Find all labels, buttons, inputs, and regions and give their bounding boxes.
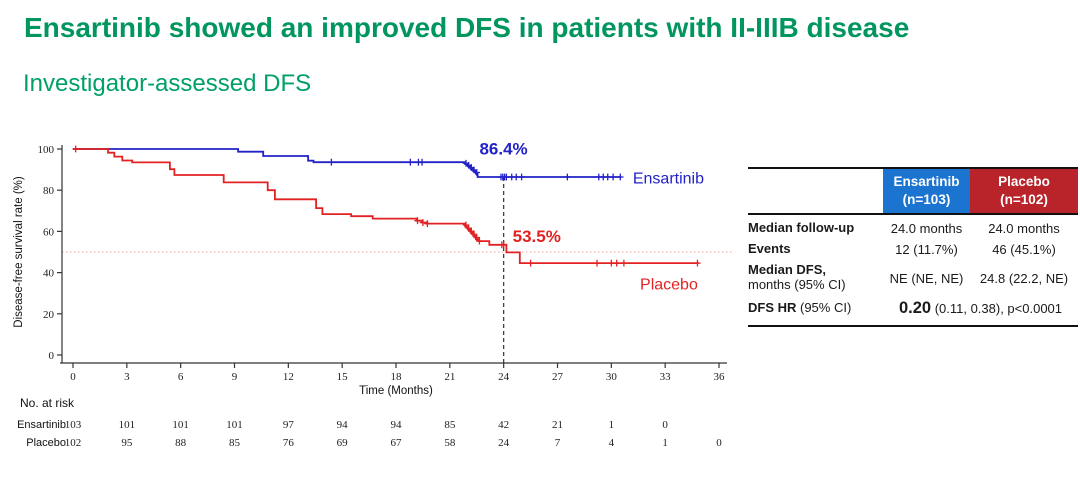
km-curve-placebo [73, 148, 699, 265]
x-tick-label: 6 [178, 371, 184, 383]
censor-marks-ensartinib [328, 158, 624, 181]
stats-row: Median follow-up 24.0 months 24.0 months [748, 218, 1078, 239]
at-risk-value: 88 [175, 437, 187, 449]
at-risk-value: 7 [555, 437, 561, 449]
x-tick-label: 24 [498, 371, 510, 383]
x-tick-label: 30 [606, 371, 618, 383]
x-tick-label: 36 [714, 371, 726, 383]
stats-row: Median DFS, months (95% CI) NE (NE, NE) 24.… [748, 260, 1078, 296]
at-risk-value: 1 [662, 437, 668, 449]
x-tick-label: 33 [660, 371, 672, 383]
x-tick-label: 0 [70, 371, 76, 383]
stats-table-body: Median follow-up 24.0 months 24.0 months Ev… [748, 215, 1078, 325]
censor-marks-placebo [72, 145, 701, 267]
at-risk-value: 76 [283, 437, 295, 449]
stats-row-value: 24.8 (22.2, NE) [979, 270, 1069, 286]
y-tick-label: 0 [49, 350, 55, 362]
stats-row-label: Median DFS, months (95% CI) [748, 262, 846, 293]
at-risk-value: 58 [444, 437, 456, 449]
stats-row-value: 24.0 months [988, 221, 1060, 237]
stats-table: Ensartinib (n=103) Placebo (n=102) Media… [748, 167, 1078, 327]
y-tick-label: 80 [43, 185, 55, 197]
stats-header-placebo-n: (n=102) [1000, 191, 1048, 207]
stats-row-label: Median follow-up [748, 220, 855, 236]
stats-header-placebo-label: Placebo [998, 174, 1050, 189]
at-risk-value: 103 [65, 419, 82, 431]
stats-row-value: 12 (11.7%) [895, 242, 958, 258]
at-risk-value: 0 [662, 419, 668, 431]
series-label-ensartinib: Ensartinib [633, 171, 704, 188]
at-risk-value: 0 [716, 437, 722, 449]
at-risk-value: 94 [337, 419, 349, 431]
at-risk-value: 101 [119, 419, 136, 431]
x-tick-label: 18 [391, 371, 403, 383]
at-risk-value: 95 [121, 437, 133, 449]
stats-header-placebo: Placebo (n=102) [970, 169, 1078, 214]
at-risk-row-label: Ensartinib [17, 419, 66, 431]
at-risk-value: 101 [226, 419, 243, 431]
stats-row-label: DFS HR (95% CI) [748, 300, 852, 315]
at-risk-value: 67 [391, 437, 403, 449]
stats-table-header: Ensartinib (n=103) Placebo (n=102) [748, 169, 1078, 216]
y-tick-label: 100 [38, 144, 55, 156]
at-risk-value: 1 [609, 419, 615, 431]
at-risk-value: 97 [283, 419, 295, 431]
x-tick-label: 27 [552, 371, 564, 383]
stats-header-ensartinib-n: (n=103) [902, 191, 951, 207]
at-risk-value: 94 [391, 419, 403, 431]
at-risk-value: 101 [172, 419, 189, 431]
stats-row-value: NE (NE, NE) [889, 270, 964, 286]
at-risk-value: 102 [65, 437, 82, 449]
stats-header-ensartinib: Ensartinib (n=103) [883, 169, 970, 214]
stats-row-value-span: 0.20 (0.11, 0.38), p<0.0001 [898, 298, 1063, 317]
stats-header-spacer [748, 169, 883, 214]
x-tick-label: 12 [283, 371, 294, 383]
series-label-placebo: Placebo [640, 276, 698, 293]
at-risk-value: 85 [229, 437, 241, 449]
x-axis-title: Time (Months) [359, 385, 433, 397]
km-chart: 0 20 40 60 80 100 0 3 6 9 12 15 18 21 24 27 30 33 36 Time (… [0, 128, 740, 468]
x-tick-label: 21 [444, 371, 455, 383]
stats-row: DFS HR (95% CI) 0.20 (0.11, 0.38), p<0.00… [748, 296, 1078, 321]
y-axis-title: Disease-free survival rate (%) [13, 176, 25, 328]
x-tick-label: 3 [124, 371, 130, 383]
x-tick-label: 15 [337, 371, 349, 383]
y-tick-label: 20 [43, 309, 55, 321]
at-risk-value: 24 [498, 437, 510, 449]
slide-subtitle: Investigator-assessed DFS [23, 70, 312, 97]
y-tick-label: 60 [43, 226, 55, 238]
rate-annotation-placebo: 53.5% [513, 227, 561, 246]
stats-row-value: 24.0 months [890, 221, 963, 237]
slide-title: Ensartinib showed an improved DFS in pat… [24, 12, 910, 43]
at-risk-value: 21 [552, 419, 563, 431]
at-risk-title: No. at risk [20, 396, 75, 410]
at-risk-row-label: Placebo [26, 437, 66, 449]
x-tick-label: 9 [232, 371, 238, 383]
at-risk-value: 69 [337, 437, 349, 449]
stats-row-value: 46 (45.1%) [992, 242, 1056, 258]
at-risk-value: 4 [609, 437, 615, 449]
stats-row-label: Events [748, 241, 791, 257]
y-tick-label: 40 [43, 268, 55, 280]
at-risk-value: 42 [498, 419, 509, 431]
stats-row: Events 12 (11.7%) 46 (45.1%) [748, 239, 1078, 260]
rate-annotation-ensartinib: 86.4% [479, 140, 527, 159]
at-risk-value: 85 [444, 419, 456, 431]
stats-header-ensartinib-label: Ensartinib [893, 174, 960, 189]
